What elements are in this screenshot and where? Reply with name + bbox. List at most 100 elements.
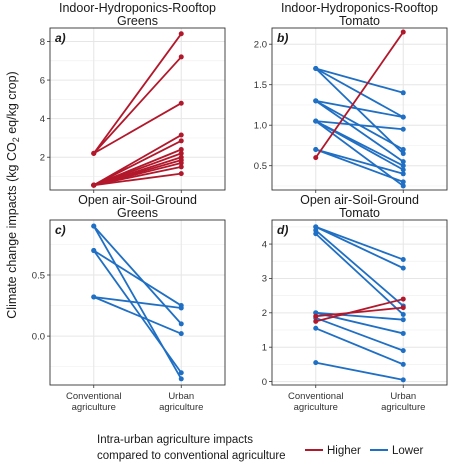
pair-line-lower: [315, 327, 404, 366]
point-urban: [178, 331, 184, 337]
point-urban: [400, 114, 406, 120]
y-tick-label: 0.0: [32, 331, 45, 342]
point-urban: [400, 361, 406, 367]
point-urban: [178, 160, 184, 166]
point-conventional: [313, 155, 319, 161]
panel-title-line1: Open air-Soil-Ground: [300, 193, 419, 207]
legend-item-lower: Lower: [370, 445, 423, 457]
panel-tag: c): [55, 223, 66, 237]
pair-line-higher: [93, 56, 182, 154]
pair-line-lower: [315, 226, 404, 269]
pair-line-lower: [93, 296, 182, 309]
y-tick-label: 6: [40, 75, 45, 86]
pair-line-lower: [93, 249, 182, 307]
panel-title-line2: Greens: [117, 14, 158, 28]
point-urban: [400, 159, 406, 165]
panel-border: [271, 27, 448, 191]
point-urban: [178, 150, 184, 156]
point-conventional: [313, 318, 319, 324]
point-conventional: [313, 310, 319, 316]
series-lines: [313, 224, 406, 383]
point-urban: [400, 179, 406, 185]
pair-line-higher: [315, 298, 404, 323]
point-urban: [178, 370, 184, 376]
point-urban: [400, 90, 406, 96]
point-urban: [400, 183, 406, 189]
point-conventional: [91, 248, 97, 254]
series-lines: [91, 223, 184, 382]
point-urban: [400, 377, 406, 383]
point-urban: [400, 151, 406, 157]
x-category-label: Urban: [168, 391, 194, 402]
x-category-label: agriculture: [159, 402, 203, 413]
pair-line-lower: [315, 148, 404, 183]
y-tick-label: 1: [262, 342, 267, 353]
point-conventional: [91, 223, 97, 229]
x-category-label: agriculture: [294, 402, 338, 413]
panel-tag: d): [277, 223, 288, 237]
panel-title-line1: Open air-Soil-Ground: [78, 193, 197, 207]
legend-label: Lower: [392, 445, 423, 457]
point-urban: [400, 29, 406, 35]
point-urban: [178, 138, 184, 144]
y-axis-label-prefix: Climate change impacts (kg CO: [5, 142, 19, 319]
point-urban: [400, 147, 406, 152]
point-conventional: [313, 147, 319, 152]
pair-line-lower: [315, 67, 404, 94]
legend-item-higher: Higher: [305, 445, 361, 457]
point-conventional: [313, 66, 319, 71]
y-tick-label: 1.5: [254, 80, 267, 91]
panel-title-line1: Indoor-Hydroponics-Rooftop: [281, 1, 438, 15]
pair-line-lower: [93, 225, 182, 325]
point-conventional: [91, 150, 97, 156]
y-tick-label: 0.5: [32, 270, 45, 281]
point-urban: [178, 164, 184, 170]
point-urban: [178, 132, 184, 138]
y-axis-label-suffix: eq/kg crop): [5, 71, 19, 137]
pair-line-lower: [315, 229, 404, 307]
pair-line-higher: [93, 102, 182, 155]
x-category-label: agriculture: [72, 402, 116, 413]
pair-line-lower: [315, 120, 404, 131]
y-tick-label: 4: [40, 114, 45, 125]
point-urban: [178, 321, 184, 327]
pair-line-higher: [315, 31, 404, 159]
point-urban: [400, 330, 406, 336]
y-axis-label-subscript: 2: [11, 137, 21, 142]
legend-title-line2: compared to conventional agriculture: [97, 450, 286, 462]
point-urban: [178, 376, 184, 382]
pair-line-higher: [93, 33, 182, 154]
panel-title-line1: Indoor-Hydroponics-Rooftop: [59, 1, 216, 15]
panel-title-line2: Greens: [117, 206, 158, 220]
pair-line-lower: [315, 233, 404, 316]
point-urban: [178, 171, 184, 177]
panel-tag: a): [55, 31, 66, 45]
point-urban: [400, 312, 406, 318]
point-conventional: [313, 98, 319, 104]
point-conventional: [313, 325, 319, 331]
x-category-label: Conventional: [288, 391, 343, 402]
point-urban: [400, 257, 406, 263]
panel-border: [271, 219, 448, 386]
y-tick-label: 1.0: [254, 121, 267, 132]
y-tick-label: 2: [40, 153, 45, 164]
legend-items: Higher Lower: [305, 445, 423, 457]
y-tick-label: 2.0: [254, 40, 267, 51]
pair-line-lower: [315, 100, 404, 118]
point-urban: [400, 317, 406, 323]
pair-line-lower: [315, 361, 404, 381]
y-tick-label: 4: [262, 239, 267, 250]
x-category-label: Conventional: [66, 391, 121, 402]
x-category-label: agriculture: [381, 402, 425, 413]
point-urban: [400, 265, 406, 271]
pair-line-lower: [315, 100, 404, 163]
point-urban: [400, 348, 406, 354]
y-tick-label: 2: [262, 308, 267, 319]
y-axis-label: Climate change impacts (kg CO2 eq/kg cro…: [5, 71, 21, 318]
legend: Intra-urban agriculture impacts compared…: [97, 434, 423, 462]
